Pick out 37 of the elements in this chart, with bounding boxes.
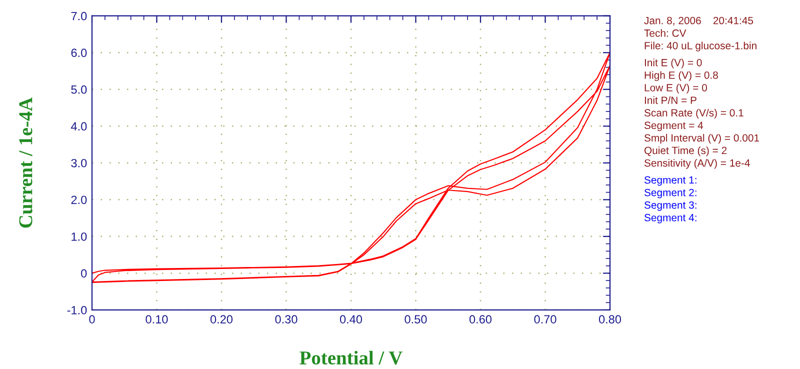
text: Scan Rate (V/s) = 0.1 [644,108,744,119]
text: Quiet Time (s) = 2 [644,146,727,156]
y-tick-label: 6.0 [71,48,87,58]
y-tick-label: 4.0 [71,122,87,131]
text: Init E (V) = 0 [644,58,702,68]
line-series [92,52,610,283]
text: Segment 1: [644,176,696,186]
text: Jan. 8, 2006 20:41:45 [644,16,754,26]
x-tick-label: 0.70 [534,315,556,324]
x-tick-label: 0.80 [598,315,622,324]
text: Low E (V) = 0 [644,84,707,94]
y-tick-label: 0 [81,269,87,278]
y-tick-label: 3.0 [71,158,87,168]
y-tick-label: 1.0 [72,232,87,241]
text: Smpl Interval (V) = 0.001 [644,134,759,144]
x-tick-label: 0.40 [340,315,362,324]
text: Segment 2: [644,188,696,198]
x-tick-label: 0.50 [404,315,427,324]
text: Segment 4: [644,214,696,224]
text: Tech: CV [644,29,686,37]
y-tick-label: 7.0 [71,12,87,20]
text: Segment = 4 [644,122,704,132]
y-tick-label: 5.0 [71,85,87,94]
x-tick-label: 0.30 [275,315,298,324]
x-tick-label: 0.60 [469,315,492,324]
x-tick-label: 0 [89,315,95,324]
text: File: 40 uL glucose-1.bin [644,42,756,52]
y-tick-label: 2.0 [71,196,87,204]
text: Sensitivity (A/V) = 1e-4 [644,159,750,169]
x-axis-title: Potential / V [300,350,402,365]
text: Init P/N = P [644,96,696,104]
x-tick-label: 0.10 [146,315,168,324]
y-axis-title: Current / 1e-4A [19,97,32,228]
x-tick-label: 0.20 [210,315,233,324]
text: High E (V) = 0.8 [644,71,718,81]
text: Segment 3: [644,201,696,211]
y-tick-label: -1.0 [67,306,87,314]
